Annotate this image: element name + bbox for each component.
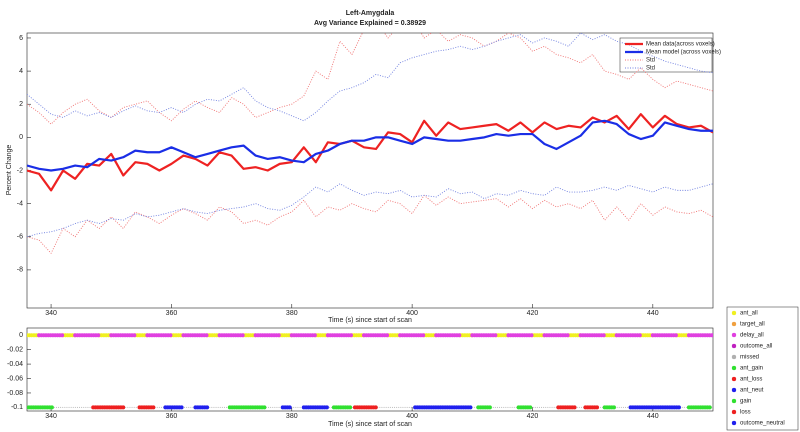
legend-swatch: [731, 354, 737, 360]
legend-label: Mean data(across voxels): [646, 42, 715, 48]
legend-label: ant_gain: [740, 366, 763, 372]
y-tick-label: 6: [19, 35, 23, 42]
legend-label: outcome_neutral: [740, 421, 785, 427]
x-tick-label: 420: [527, 310, 539, 317]
legend-label: missed: [740, 355, 759, 361]
legend-label: Std: [646, 58, 655, 64]
legend-label: ant_all: [740, 311, 758, 317]
legend-swatch: [731, 310, 737, 316]
legend-swatch: [731, 420, 737, 426]
legend-swatch: [731, 365, 737, 371]
x-axis-label: Time (s) since start of scan: [328, 421, 412, 428]
y-tick-label: -6: [17, 234, 23, 241]
y-tick-label: 2: [19, 101, 23, 108]
legend-swatch: [731, 343, 737, 349]
legend-label: ant_loss: [740, 377, 762, 383]
plot-area: [26, 32, 714, 309]
plot-marks: [27, 33, 713, 254]
y-tick-label: -0.08: [7, 390, 23, 397]
y-tick-label: 0: [19, 332, 23, 339]
x-axis-label: Time (s) since start of scan: [328, 317, 412, 324]
y-tick-label: 4: [19, 68, 23, 75]
x-tick-label: 420: [527, 413, 539, 420]
x-tick-label: 360: [166, 413, 178, 420]
mean-line: [27, 113, 713, 192]
std-line: [27, 194, 713, 254]
y-axis-label: Percent Change: [6, 145, 13, 196]
y-tick-label: -2: [17, 167, 23, 174]
x-tick-label: 360: [166, 310, 178, 317]
legend-label: outcome_all: [740, 344, 772, 350]
x-tick-label: 400: [406, 310, 418, 317]
legend-swatch: [731, 321, 737, 327]
x-tick-label: 440: [647, 310, 659, 317]
x-tick-label: 380: [286, 310, 298, 317]
y-tick-label: -4: [17, 200, 23, 207]
y-tick-label: -8: [17, 267, 23, 274]
x-tick-label: 340: [45, 413, 57, 420]
legend-label: Mean model (across voxels): [646, 50, 721, 56]
y-tick-label: -0.1: [11, 404, 23, 411]
legend-swatch: [731, 376, 737, 382]
std-line: [27, 183, 713, 238]
legend-swatch: [731, 387, 737, 393]
legend-swatch: [731, 398, 737, 404]
chart-title: Left-Amygdala: [346, 10, 395, 17]
legend-label: target_all: [740, 322, 765, 328]
x-tick-label: 440: [647, 413, 659, 420]
y-tick-label: 0: [19, 134, 23, 141]
y-tick-label: -0.06: [7, 375, 23, 382]
legend-swatch: [731, 409, 737, 415]
legend: [726, 306, 799, 431]
std-line: [27, 33, 713, 125]
legend-label: delay_all: [740, 333, 764, 339]
legend-label: loss: [740, 410, 751, 416]
y-tick-label: -0.04: [7, 361, 23, 368]
mean-line: [27, 119, 713, 172]
y-tick-label: -0.02: [7, 346, 23, 353]
legend-label: gain: [740, 399, 751, 405]
plot-marks: [27, 333, 713, 410]
x-tick-label: 400: [406, 413, 418, 420]
legend-label: Std: [646, 66, 655, 72]
x-tick-label: 380: [286, 413, 298, 420]
legend-swatch: [731, 332, 737, 338]
chart-subtitle: Avg Variance Explained = 0.38929: [314, 20, 426, 27]
x-tick-label: 340: [45, 310, 57, 317]
plot-area: [26, 327, 714, 412]
legend-label: ant_neut: [740, 388, 764, 394]
